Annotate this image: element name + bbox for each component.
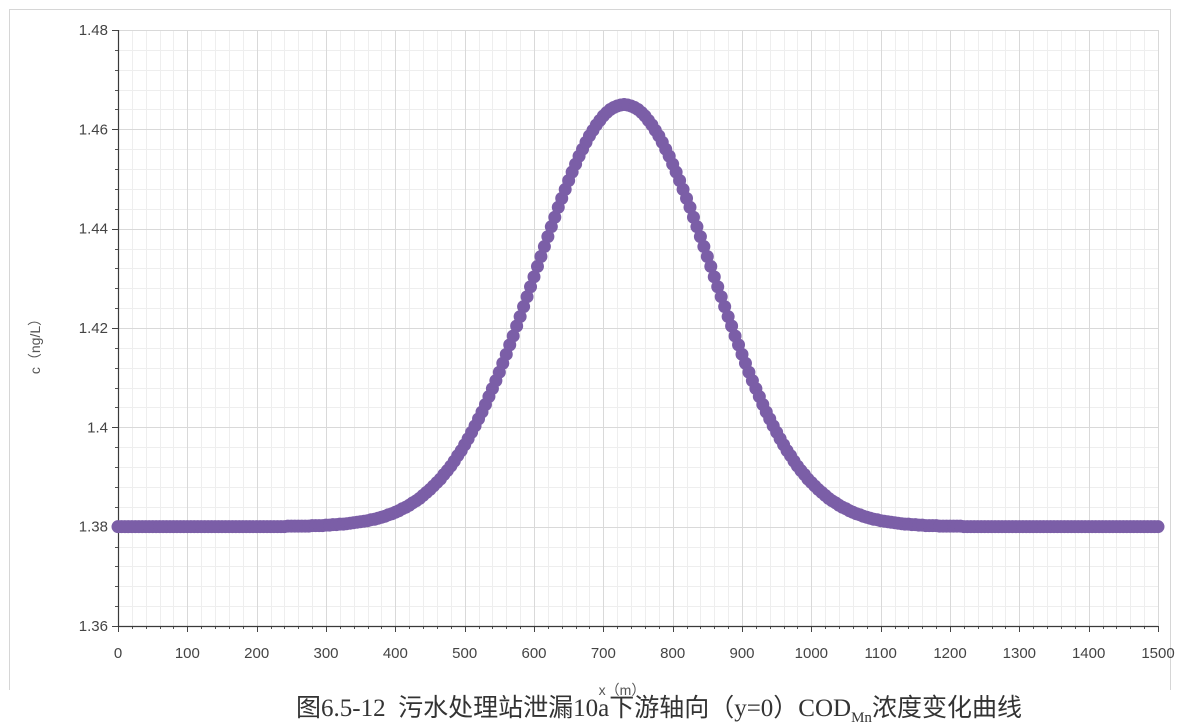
x-tick-label: 1200 xyxy=(933,645,966,662)
series-points xyxy=(111,98,1165,534)
y-tick-label: 1.38 xyxy=(79,519,108,536)
data-point xyxy=(548,210,562,224)
x-tick-label: 1500 xyxy=(1141,645,1174,662)
x-tick-label: 1300 xyxy=(1003,645,1036,662)
data-point xyxy=(506,329,520,343)
data-point xyxy=(534,249,548,263)
y-tick-label: 1.4 xyxy=(87,419,108,436)
x-tick-label: 800 xyxy=(660,645,685,662)
data-point xyxy=(517,300,531,314)
y-tick-label: 1.44 xyxy=(79,221,108,238)
x-tick-label: 600 xyxy=(521,645,546,662)
data-point xyxy=(700,249,714,263)
y-tick-labels: 1.36 1.38 1.4 1.42 1.44 1.46 1.48 xyxy=(79,22,108,635)
x-tick-label: 1400 xyxy=(1072,645,1105,662)
data-point xyxy=(714,290,728,304)
data-point xyxy=(527,270,541,284)
y-tick-label: 1.42 xyxy=(79,320,108,337)
x-tick-label: 900 xyxy=(729,645,754,662)
x-tick-label: 1100 xyxy=(865,645,897,662)
caption-subscript: Mn xyxy=(851,710,872,723)
data-point xyxy=(704,259,718,273)
grid xyxy=(118,30,1159,627)
chart-frame xyxy=(9,9,1171,690)
data-point xyxy=(683,200,697,214)
x-tick-label: 500 xyxy=(452,645,477,662)
figure-caption: 图6.5-12 污水处理站泄漏10a下游轴向（y=0）CODMn浓度变化曲线 xyxy=(296,694,1022,723)
x-tick-label: 300 xyxy=(313,645,338,662)
y-tick-label: 1.36 xyxy=(79,618,108,635)
x-axis-title: x（m） xyxy=(599,682,646,698)
data-point xyxy=(524,280,538,294)
data-point xyxy=(690,220,704,234)
x-tick-label: 1000 xyxy=(795,645,828,662)
data-point xyxy=(693,230,707,244)
data-point xyxy=(718,300,732,314)
data-point xyxy=(697,240,711,254)
data-point xyxy=(537,240,551,254)
data-point xyxy=(711,280,725,294)
data-point xyxy=(530,259,544,273)
data-point xyxy=(513,310,527,324)
x-tick-label: 400 xyxy=(383,645,408,662)
data-point xyxy=(725,319,739,333)
data-point xyxy=(707,270,721,284)
y-axis-title: c（ng/L） xyxy=(27,312,43,374)
caption-main: 图6.5-12 污水处理站泄漏10a下游轴向（y=0）COD xyxy=(296,694,851,722)
x-tick-label: 200 xyxy=(244,645,269,662)
x-tick-label: 700 xyxy=(591,645,616,662)
x-tick-label: 0 xyxy=(114,645,122,662)
data-point xyxy=(520,290,534,304)
x-tick-label: 100 xyxy=(175,645,200,662)
data-point xyxy=(541,230,555,244)
caption-end: 浓度变化曲线 xyxy=(872,694,1022,722)
y-tick-label: 1.46 xyxy=(79,121,108,138)
y-tick-label: 1.48 xyxy=(79,22,108,39)
data-point xyxy=(1151,520,1165,534)
x-tick-labels: 0 100 200 300 400 500 600 700 800 900 1000 1100 1200… xyxy=(114,645,1175,662)
